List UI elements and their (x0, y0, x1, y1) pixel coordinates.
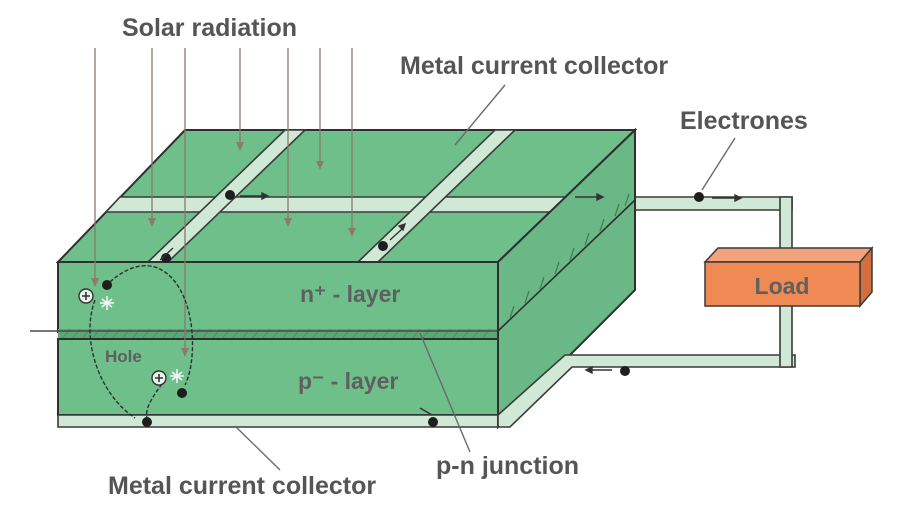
solar-rays (91, 48, 356, 357)
electron (225, 190, 235, 200)
metal-collector-bottom-label: Metal current collector (108, 472, 376, 500)
right-face-junction (497, 199, 636, 332)
load-box-top (703, 247, 874, 263)
right-face-hatching (509, 193, 630, 319)
recombination-star-icon-upper (100, 296, 114, 310)
n-layer-front-face (57, 261, 499, 333)
flow-arrows (159, 191, 743, 416)
n-layer-label: n⁺ - layer (300, 281, 400, 307)
hole-icon-upper (78, 288, 94, 304)
electron (177, 388, 187, 398)
solar-radiation-label: Solar radiation (122, 14, 297, 42)
hole-label: Hole (105, 347, 142, 366)
load-box (704, 261, 861, 307)
hole-icon-lower (151, 370, 167, 386)
electron (620, 366, 630, 376)
metal-collector-top-label: Metal current collector (400, 52, 668, 80)
junction-hatching (61, 328, 491, 340)
pn-junction-label: p-n junction (436, 452, 579, 480)
electrones-label: Electrones (680, 107, 808, 135)
electron (102, 280, 112, 290)
leader-lines (234, 84, 736, 471)
electron (378, 241, 388, 251)
electrons (102, 190, 704, 427)
electron (142, 417, 152, 427)
electron (694, 192, 704, 202)
electron (428, 417, 438, 427)
recombination-star-icon-lower (170, 369, 184, 383)
electron (161, 253, 171, 263)
bottom-return-collector (497, 354, 796, 428)
p-layer-front-face (57, 338, 499, 416)
load-label: Load (755, 273, 810, 299)
junction-band (58, 329, 498, 339)
p-layer-label: p⁻ - layer (298, 368, 398, 394)
cell-right-face (497, 127, 636, 430)
carrier-paths (89, 265, 194, 419)
